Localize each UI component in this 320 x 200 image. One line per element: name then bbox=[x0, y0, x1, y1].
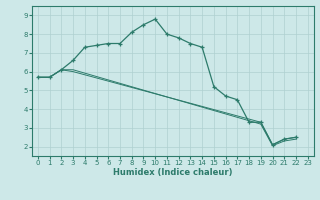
X-axis label: Humidex (Indice chaleur): Humidex (Indice chaleur) bbox=[113, 168, 233, 177]
